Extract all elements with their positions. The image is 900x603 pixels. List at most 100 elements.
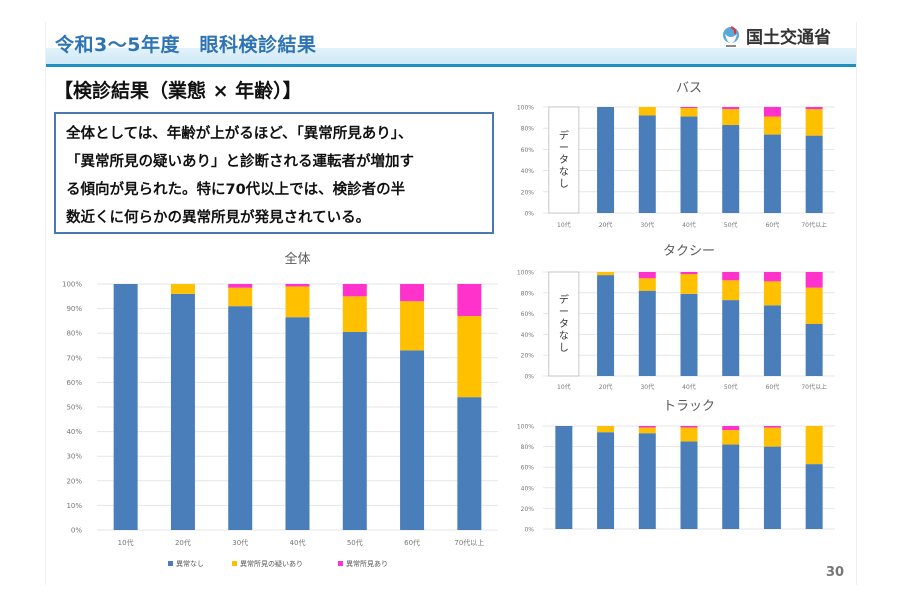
no-data-label: な xyxy=(559,166,569,178)
bar-segment-normal xyxy=(763,134,781,213)
bar-segment-normal xyxy=(722,444,740,529)
legend-label: 異常なし xyxy=(176,559,204,568)
x-tick-label: 30代 xyxy=(232,538,248,547)
y-tick-label: 30% xyxy=(66,453,82,461)
no-data-box xyxy=(548,271,580,377)
y-tick-label: 80% xyxy=(521,290,535,297)
y-tick-label: 50% xyxy=(66,404,82,412)
ministry-logo: 国土交通省 xyxy=(721,23,831,48)
legend-swatch xyxy=(338,561,343,566)
bar-segment-normal xyxy=(722,125,740,213)
y-tick-label: 10% xyxy=(66,502,82,510)
bar-segment-suspected xyxy=(805,426,823,465)
bar-segment-normal xyxy=(342,331,367,530)
legend-label: 異常所見あり xyxy=(346,559,388,568)
bar-segment-abnormal xyxy=(763,272,781,282)
bar-segment-abnormal xyxy=(722,107,740,110)
x-tick-label: 50代 xyxy=(347,538,363,547)
bar-segment-abnormal xyxy=(228,284,253,288)
y-tick-label: 0% xyxy=(71,527,82,535)
section-subtitle: 【検診結果（業態 × 年齢）】 xyxy=(54,80,302,102)
x-tick-label: 10代 xyxy=(557,221,571,229)
chart-truck: トラック 0% 20% 40% 60% 80% 100% xyxy=(517,399,835,534)
y-tick-label: 100% xyxy=(517,424,534,431)
y-tick-label: 60% xyxy=(521,311,535,318)
summary-line: 数近くに何らかの異常所見が発見されている。 xyxy=(66,210,371,226)
bar-segment-normal xyxy=(722,300,740,376)
bar-segment-normal xyxy=(763,446,781,529)
y-tick-label: 40% xyxy=(521,485,535,492)
x-tick-label: 20代 xyxy=(599,221,613,229)
x-tick-label: 50代 xyxy=(724,383,738,391)
page-title: 令和3～5年度 眼科検診結果 xyxy=(55,34,317,56)
bar-segment-abnormal xyxy=(285,284,310,287)
no-data-label: ー xyxy=(559,143,569,154)
x-tick-label: 60代 xyxy=(404,538,420,547)
bar-segment-abnormal xyxy=(638,426,656,428)
bar-segment-suspected xyxy=(285,286,310,318)
chart-title: 全体 xyxy=(284,251,310,267)
chart-overall: 全体 0% 10% 20% 30% 40% 50% 60% 70% 80% 90% 100% 10代 20… xyxy=(62,251,498,568)
no-data-label: タ xyxy=(559,154,569,166)
y-tick-label: 20% xyxy=(521,506,535,513)
y-tick-label: 0% xyxy=(524,211,534,218)
bar-segment-normal xyxy=(638,290,656,376)
x-tick-label: 50代 xyxy=(724,221,738,229)
bar-segment-abnormal xyxy=(680,426,698,428)
y-tick-label: 20% xyxy=(521,189,535,196)
x-tick-label: 10代 xyxy=(118,538,134,547)
y-tick-label: 20% xyxy=(66,477,82,485)
bar-segment-abnormal xyxy=(457,284,482,316)
bar-segment-abnormal xyxy=(805,272,823,288)
bar-segment-abnormal xyxy=(763,107,781,117)
bar-segment-normal xyxy=(638,115,656,213)
y-tick-label: 80% xyxy=(66,330,82,338)
bar-segment-normal xyxy=(805,135,823,213)
y-tick-label: 70% xyxy=(66,354,82,362)
title-underline xyxy=(46,64,856,67)
bar-segment-suspected xyxy=(638,278,656,291)
y-tick-label: 40% xyxy=(521,332,535,339)
bar-segment-suspected xyxy=(457,315,482,398)
chart-title: トラック xyxy=(663,399,715,414)
y-tick-label: 80% xyxy=(521,444,535,451)
x-tick-label: 40代 xyxy=(682,383,696,391)
bar-segment-abnormal xyxy=(722,272,740,281)
y-tick-label: 100% xyxy=(517,105,534,112)
bar-segment-abnormal xyxy=(805,107,823,110)
chart-title: タクシー xyxy=(663,244,715,259)
x-tick-label: 70代以上 xyxy=(801,383,827,391)
bar-segment-normal xyxy=(285,317,310,530)
bar-segment-normal xyxy=(113,284,138,530)
x-tick-label: 70代以上 xyxy=(801,221,827,229)
bar-segment-suspected xyxy=(763,281,781,306)
bar-segment-normal xyxy=(555,426,573,529)
bar-segment-suspected xyxy=(170,284,195,294)
y-tick-label: 40% xyxy=(521,168,535,175)
bar-segment-suspected xyxy=(400,301,425,351)
legend-swatch xyxy=(168,561,173,566)
bar-segment-suspected xyxy=(722,280,740,301)
mlit-logo-icon xyxy=(721,25,741,47)
y-tick-label: 60% xyxy=(66,379,82,387)
bar-segment-normal xyxy=(680,293,698,376)
no-data-label: タ xyxy=(559,318,569,330)
bar-segment-suspected xyxy=(342,296,367,332)
no-data-label: デ xyxy=(559,129,569,142)
summary-box: 全体としては、年齢が上がるほど、「異常所見あり」、 「異常所見の疑いあり」と診断… xyxy=(54,112,494,234)
bar-segment-abnormal xyxy=(680,107,698,109)
summary-line: 全体としては、年齢が上がるほど、「異常所見あり」、 xyxy=(66,126,413,142)
bar-segment-normal xyxy=(457,397,482,530)
x-tick-label: 10代 xyxy=(557,383,571,391)
x-tick-label: 30代 xyxy=(640,221,654,229)
ministry-name: 国土交通省 xyxy=(746,28,831,48)
bar-segment-normal xyxy=(597,107,615,213)
bar-segment-normal xyxy=(805,324,823,376)
no-data-label: デ xyxy=(559,293,569,306)
bar-segment-suspected xyxy=(722,109,740,126)
bar-segment-normal xyxy=(597,432,615,529)
x-tick-label: 40代 xyxy=(682,221,696,229)
y-tick-label: 0% xyxy=(524,527,534,534)
